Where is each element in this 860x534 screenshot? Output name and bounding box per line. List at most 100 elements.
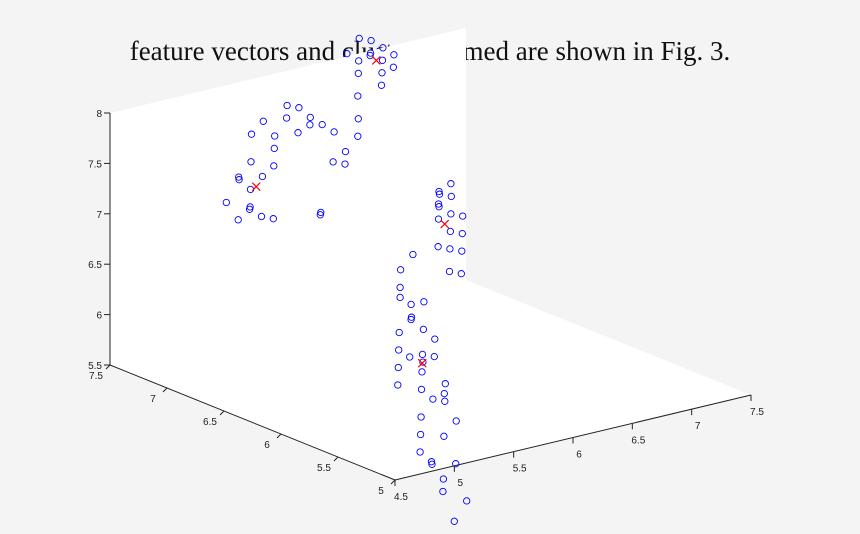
y-tick-label: 7.5 [89,371,103,382]
y-tick [105,364,111,370]
data-point [447,180,455,188]
data-point [271,132,279,140]
data-point [395,346,403,354]
data-point [446,245,454,253]
data-point [396,293,404,302]
axis-ticks: 4.555.566.577.555.566.577.55.566.577.58 [88,109,764,503]
x-tick-label: 6.5 [631,435,645,446]
data-point [283,101,291,110]
centroid-stroke [417,358,427,368]
data-point [417,385,426,394]
y-tick-label: 5 [378,486,384,497]
centroid-marker [251,182,261,192]
data-point [417,413,425,421]
data-point [341,160,349,168]
data-point [447,210,455,218]
y-tick [219,410,225,416]
data-point [407,300,415,309]
data-point [457,270,465,278]
data-point [330,128,338,136]
data-point [434,243,442,251]
data-point [416,448,424,456]
data-point [394,363,402,372]
y-axis-line [109,364,396,481]
data-point [435,190,444,198]
data-point [234,216,242,224]
data-point [354,69,362,78]
data-point [355,34,363,43]
y-tick [162,387,168,393]
data-point [395,328,403,337]
data-point [446,227,455,236]
data-point [420,298,428,306]
data-point [270,162,278,170]
data-point [247,130,256,138]
y-tick [276,433,282,439]
data-point [245,205,254,213]
data-point [430,352,438,361]
data-point [379,44,387,52]
data-point [441,397,449,405]
data-point [452,460,460,468]
x-tick-label: 7.5 [750,407,764,418]
x-tick-label: 5 [458,478,464,489]
data-point [428,460,436,468]
data-point [235,173,243,181]
data-point [419,325,428,334]
data-point [269,215,277,223]
y-tick [333,456,339,462]
data-point [396,283,404,292]
data-point [418,368,426,376]
data-point [459,212,467,220]
data-point [447,192,455,201]
data-point [419,358,427,366]
data-point [377,81,386,89]
data-point [329,158,337,166]
data-point [343,50,351,58]
z-tick-label: 6 [96,311,102,322]
centroid-marker [440,219,450,229]
floor-pane [110,280,751,480]
centroid-stroke [371,55,381,65]
data-point [434,200,443,208]
data-point [429,395,437,403]
z-tick-label: 8 [96,109,102,120]
axis-panes [110,28,751,480]
data-point [441,380,449,388]
data-point [394,381,402,389]
data-point [435,203,443,211]
data-point [235,176,243,184]
x-tick-label: 4.5 [394,492,408,503]
data-point [355,57,363,65]
data-point [378,69,386,77]
x-tick-label: 7 [695,421,701,432]
z-tick-label: 5.5 [88,361,102,372]
data-point [439,487,447,496]
data-point [431,335,439,343]
y-tick-label: 7 [150,394,156,405]
data-point [406,353,414,361]
data-point [435,187,443,196]
x-tick-label: 5.5 [513,464,527,475]
data-point [317,208,325,217]
data-point [378,56,387,64]
data-point [295,104,303,112]
data-point [222,198,230,207]
data-point [341,147,350,156]
data-point [463,497,471,505]
data-point [390,51,398,59]
data-point [294,129,302,137]
data-point [440,432,448,440]
centroid-marker [371,55,381,65]
data-point [418,350,427,359]
y-tick-label: 5.5 [317,463,331,474]
data-point [257,212,266,221]
data-point [258,172,267,181]
data-point [389,63,398,71]
y-tick [390,479,396,485]
centroid-stroke [440,219,450,229]
data-point [440,389,448,398]
data-point [306,113,314,122]
data-point [247,158,255,166]
